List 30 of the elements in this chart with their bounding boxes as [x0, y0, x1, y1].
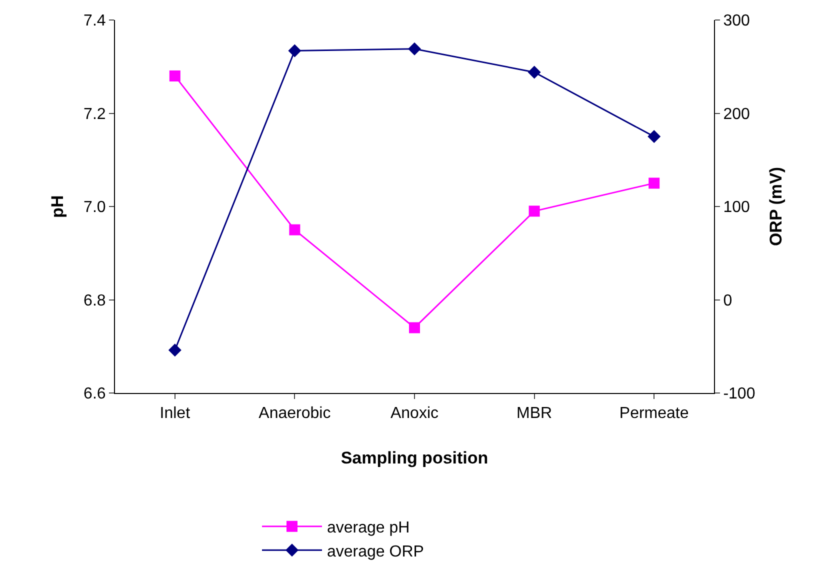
y-tick-label: 7.2 [84, 106, 106, 123]
y-axis-title: pH [48, 195, 68, 218]
y-tick-label: 6.6 [84, 386, 106, 403]
point [648, 178, 660, 189]
point [288, 44, 302, 58]
point [409, 322, 420, 334]
x-tick-label: Inlet [160, 405, 191, 422]
y2-tick-label: 200 [723, 106, 750, 123]
point [408, 42, 421, 56]
y-tick-label: 7.4 [84, 12, 106, 30]
x-tick-label: Permeate [619, 405, 689, 422]
y2-tick-label: 0 [723, 292, 732, 310]
point [169, 70, 180, 82]
point [528, 206, 540, 217]
x-tick-label: Anoxic [390, 405, 439, 422]
point [528, 66, 541, 79]
y-tick-label: 6.8 [84, 292, 106, 310]
y2-axis-title: ORP (mV) [766, 166, 786, 246]
legend-label: average ORP [327, 543, 424, 560]
y2-tick-label: 100 [723, 199, 750, 216]
point [168, 344, 182, 357]
y-tick-label: 7.0 [84, 199, 106, 216]
y2-tick-label: -100 [723, 386, 756, 403]
y2-tick-label: 300 [723, 12, 750, 30]
point [648, 130, 661, 144]
x-tick-label: Anaerobic [258, 405, 331, 422]
x-axis-title: Sampling position [340, 448, 488, 468]
legend-label: average pH [327, 520, 410, 537]
x-tick-label: MBR [516, 405, 552, 422]
point [289, 224, 300, 236]
